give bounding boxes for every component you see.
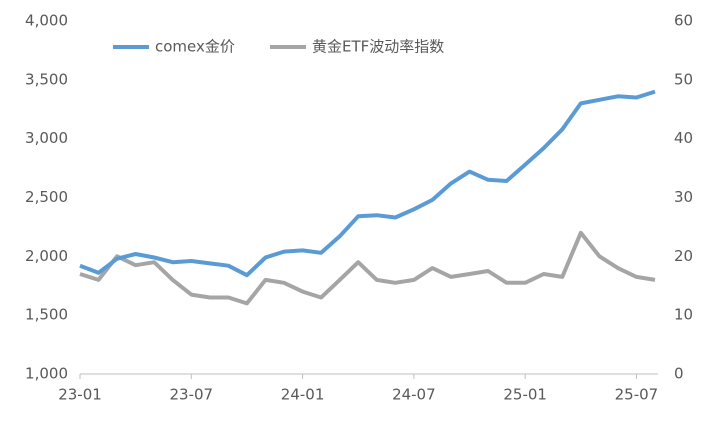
y2-tick-label: 60 (674, 12, 693, 30)
y2-tick-label: 40 (674, 129, 693, 147)
y-tick-label: 3,500 (25, 70, 68, 88)
y-tick-label: 1,000 (25, 365, 68, 383)
x-tick-label: 23-07 (169, 386, 213, 404)
y2-tick-label: 20 (674, 247, 693, 265)
y2-tick-label: 10 (674, 306, 693, 324)
y-tick-label: 1,500 (25, 306, 68, 324)
y-tick-label: 4,000 (25, 12, 68, 30)
y-tick-label: 3,000 (25, 129, 68, 147)
x-tick-label: 25-01 (503, 386, 547, 404)
y-tick-label: 2,000 (25, 247, 68, 265)
x-tick-label: 23-01 (58, 386, 102, 404)
x-tick-label: 24-01 (281, 386, 325, 404)
legend-label: 黄金ETF波动率指数 (312, 38, 444, 56)
y2-tick-label: 50 (674, 70, 693, 88)
legend-label: comex金价 (155, 38, 235, 56)
series-line (79, 89, 656, 278)
x-tick-label: 25-07 (615, 386, 659, 404)
y2-tick-label: 0 (674, 365, 684, 383)
series-line (79, 230, 656, 306)
y2-tick-label: 30 (674, 188, 693, 206)
x-tick-label: 24-07 (392, 386, 436, 404)
y-tick-label: 2,500 (25, 188, 68, 206)
